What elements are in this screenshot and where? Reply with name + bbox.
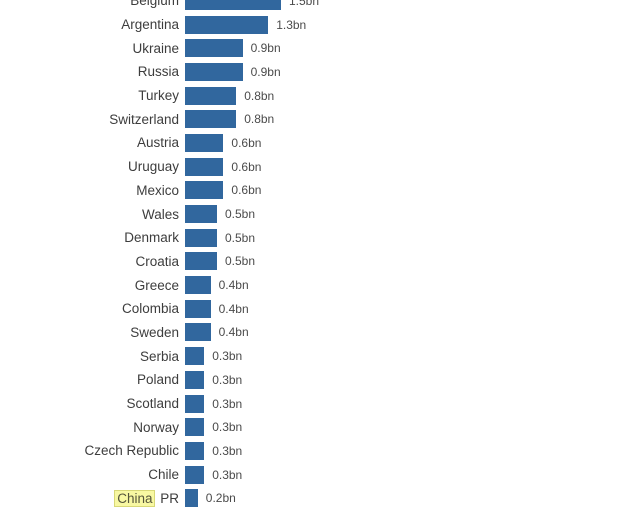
bar [185,465,205,484]
category-label: Croatia [135,253,179,269]
category-label: Ukraine [132,40,179,56]
value-label: 0.4bn [218,301,249,316]
category-label: Scotland [126,396,179,412]
bar [185,418,205,437]
bar [185,347,205,366]
category-label: Austria [136,135,179,151]
category-label: Switzerland [109,111,179,127]
category-label: Czech Republic [84,443,179,459]
value-label: 0.5bn [225,230,256,245]
bar [185,110,237,129]
category-label: Colombia [121,301,179,317]
value-label: 1.5bn [289,0,320,8]
bar-row: Russia 0.9bn [0,60,319,84]
bar-row: Mexico 0.6bn [0,179,319,203]
bar-row: Greece 0.4bn [0,273,319,297]
bar [185,157,224,176]
category-label: Russia [137,64,179,80]
bar [185,133,224,152]
bar-row: Argentina 1.3bn [0,13,319,37]
bar-row: Colombia 0.4bn [0,297,319,321]
bar [185,441,205,460]
value-label: 0.4bn [218,325,249,340]
value-label: 0.6bn [231,159,262,174]
category-label: Wales [141,206,179,222]
bar-row: Denmark 0.5bn [0,226,319,250]
bar-row: Austria 0.6bn [0,131,319,155]
value-label: 0.5bn [225,207,256,222]
value-label: 0.8bn [244,88,275,103]
value-label: 0.2bn [205,491,236,506]
value-label: 0.5bn [225,254,256,269]
bar [185,323,211,342]
bar [185,252,217,271]
category-label: Mexico [136,182,179,198]
bar [185,228,217,247]
value-label: 0.3bn [212,372,243,387]
category-label: Belgium [130,0,179,9]
bar-row: Serbia 0.3bn [0,344,319,368]
bar [185,86,237,105]
search-highlight: China [114,489,156,507]
bar [185,39,243,58]
bar-row: Turkey 0.8bn [0,84,319,108]
value-label: 0.3bn [212,396,243,411]
category-label: Chile [148,467,179,483]
category-label: Denmark [124,230,179,246]
bar-row: Norway 0.3bn [0,415,319,439]
category-label: Sweden [130,324,179,340]
value-label: 0.9bn [250,64,281,79]
bar-row: Switzerland 0.8bn [0,107,319,131]
bar [185,370,205,389]
value-label: 0.3bn [212,420,243,435]
category-label: Turkey [138,88,179,104]
bar-row: Sweden 0.4bn [0,321,319,345]
category-label: Argentina [121,17,179,33]
value-label: 0.3bn [212,349,243,364]
value-label: 0.6bn [231,183,262,198]
value-label: 0.6bn [231,135,262,150]
bar [185,15,269,34]
bar-row: Chile 0.3bn [0,463,319,487]
bar [185,299,211,318]
bar [185,205,217,224]
bar-row: Belgium 1.5bn [0,0,319,13]
bar [185,394,205,413]
value-label: 0.3bn [212,467,243,482]
bar-row: Wales 0.5bn [0,202,319,226]
value-label: 0.3bn [212,443,243,458]
bar-row: Czech Republic 0.3bn [0,439,319,463]
value-label: 0.4bn [218,278,249,293]
category-label: Greece [134,277,179,293]
value-label: 0.9bn [250,41,281,56]
bar-row: Scotland 0.3bn [0,392,319,416]
category-label: Poland [136,372,179,388]
bar [185,181,224,200]
category-label: Serbia [139,348,179,364]
bar [185,62,243,81]
bar [185,276,211,295]
bar [185,489,198,508]
category-label: Norway [133,419,179,435]
bar-row: Ukraine 0.9bn [0,36,319,60]
bar-chart: Belgium 1.5bn Argentina 1.3bn Ukraine 0.9bn Ru… [0,0,319,510]
bar-row: China PR 0.2bn [0,486,319,510]
bar-row: Poland 0.3bn [0,368,319,392]
value-label: 1.3bn [276,17,307,32]
category-label: China PR [0,489,185,507]
bar-row: Uruguay 0.6bn [0,155,319,179]
category-label: Uruguay [127,159,179,175]
value-label: 0.8bn [244,112,275,127]
bar [185,0,281,10]
bar-row: Croatia 0.5bn [0,250,319,274]
